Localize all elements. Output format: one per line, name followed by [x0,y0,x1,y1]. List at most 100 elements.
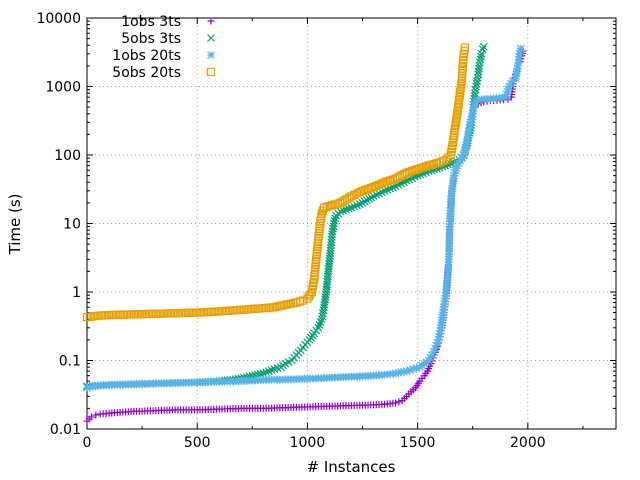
data-point [87,413,95,421]
data-point [318,312,327,321]
x-tick-label: 1000 [290,435,326,451]
data-point [355,188,364,197]
y-tick-label: 100 [54,148,81,164]
data-point [405,366,414,375]
data-point [330,216,339,225]
data-point [374,180,384,189]
data-point [457,154,466,163]
x-tick-label: 2000 [510,435,546,451]
data-point [405,167,414,176]
data-point [429,347,438,356]
data-point [516,44,525,53]
data-point [363,196,371,205]
data-point [409,365,418,373]
data-point [508,77,517,86]
data-point [505,82,514,91]
data-point [506,79,515,88]
data-point [377,179,386,188]
data-point [325,201,334,211]
data-point [477,49,486,58]
data-point [453,161,462,170]
data-point [317,209,326,218]
data-point [432,159,442,168]
data-point [322,202,331,211]
data-point [347,192,356,201]
x-tick-label: 0 [83,435,92,451]
data-point [400,169,409,179]
data-point [452,164,461,173]
y-tick-label: 1000 [45,80,81,96]
legend-label: 1obs 3ts [121,14,181,30]
data-point [504,85,513,94]
data-point [457,71,467,81]
y-tick-label: 10 [63,217,81,233]
data-point [317,315,326,324]
data-point [450,171,458,180]
data-point [442,155,451,164]
data-point [472,79,481,88]
data-point [412,364,421,373]
series-1obs-3ts [83,47,527,425]
data-point [478,45,487,54]
data-point [330,200,340,209]
legend-marker [206,67,216,77]
data-point [372,181,381,190]
data-point [331,214,340,223]
data-point [358,198,367,207]
data-point [468,112,476,121]
x-axis-title: # Instances [307,458,396,476]
data-point [444,153,453,162]
data-point [460,43,470,52]
data-point [479,42,488,51]
data-point [424,161,433,170]
data-point [383,177,392,186]
data-point [402,168,411,177]
data-point [367,193,376,202]
data-point [329,219,338,228]
data-point [503,87,512,96]
data-point [380,178,389,187]
data-point [431,344,440,353]
data-point [454,159,463,168]
data-point [395,398,403,406]
axis-ticks: 0 500 1000 1500 2000 0.01 0.1 1 10 100 1000 10000 [36,11,616,451]
data-point [459,151,468,160]
x-tick-label: 1500 [400,435,436,451]
data-point [350,190,359,199]
data-point [432,341,441,350]
data-point [428,351,436,360]
data-point [466,118,475,127]
data-point [92,411,100,419]
y-tick-label: 0.01 [50,422,81,438]
x-tick-label: 500 [184,435,211,451]
data-point [501,93,510,102]
data-marks [82,42,527,425]
data-point [515,49,524,58]
data-point [413,165,422,174]
data-point [458,69,467,78]
y-axis-title: Time (s) [6,194,24,256]
data-point [363,184,373,194]
data-point [433,338,442,347]
data-point [467,115,476,124]
legend-label: 5obs 20ts [112,65,181,81]
data-point [344,204,353,213]
data-point [427,160,436,169]
data-point [516,47,525,56]
data-point [502,90,511,99]
data-point [408,166,417,176]
data-point [345,193,354,202]
data-point [336,207,345,216]
data-point [421,162,430,171]
data-point [298,296,308,305]
legend-marker [207,34,215,42]
data-point [385,176,395,185]
data-point [339,206,348,215]
data-point [450,169,459,178]
data-point [365,194,374,203]
series-1obs-20ts [83,44,525,392]
legend-marker [207,17,215,25]
data-point [458,66,467,76]
